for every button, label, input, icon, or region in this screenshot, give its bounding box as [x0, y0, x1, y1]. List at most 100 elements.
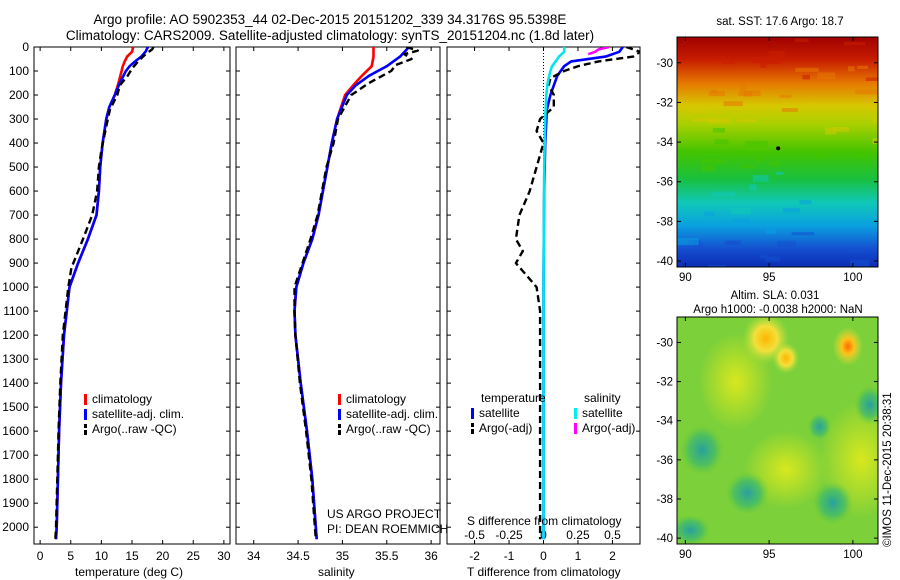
sst-texture: [677, 238, 699, 246]
sst-texture: [736, 118, 757, 123]
sst-texture: [709, 118, 732, 124]
sst-texture: [834, 127, 850, 132]
diff-salinity-legend: salinity satellite Argo(-adj): [574, 391, 635, 436]
sst-texture: [865, 77, 878, 82]
figure-title-line2: Climatology: CARS2009. Satellite-adjuste…: [65, 28, 595, 43]
sst-texture: [777, 240, 796, 247]
sst-texture: [763, 57, 782, 65]
sst-texture: [791, 232, 815, 236]
y-tick-label: 300: [9, 112, 29, 126]
sst-texture: [843, 41, 866, 46]
sst-texture: [752, 175, 769, 182]
copyright-credit: ©IMOS 11-Dec-2015 20:38:31: [882, 392, 894, 547]
sst-texture: [732, 218, 750, 223]
series-group: [54, 47, 155, 540]
sst-texture: [850, 249, 865, 253]
x-tick-label: 2: [609, 549, 616, 563]
x-tick-label: 20: [156, 549, 170, 563]
sla-anomaly: [832, 326, 863, 366]
sst-map-panel: -30 -32 -34 -36 -38 -40 90 95 100: [656, 36, 879, 284]
y-tick-label: 400: [9, 136, 29, 150]
sst-texture: [813, 151, 828, 159]
sla-anomaly: [725, 471, 770, 515]
sst-texture: [731, 207, 752, 215]
sst-texture: [701, 158, 724, 165]
y-tick-label: 1000: [2, 280, 29, 294]
x-tick-label: 100: [843, 272, 862, 284]
sst-texture: [765, 256, 781, 262]
sst-texture: [795, 67, 819, 72]
y-tick-label: 900: [9, 256, 29, 270]
secondary-tick-label: -0.5: [464, 528, 485, 542]
legend-label: climatology: [346, 392, 407, 406]
difference-panel: -2 -1 0 1 2-0.5 -0.25 0 0.25 0.5: [446, 46, 641, 563]
x-tick-label: 0: [540, 549, 547, 563]
sst-texture: [707, 264, 727, 267]
y-tick-label: -34: [656, 416, 673, 428]
map-image: [677, 317, 878, 544]
sst-texture: [875, 247, 878, 254]
series-line-s-satellite: [542, 47, 566, 540]
series-line-s-argo-adj-: [587, 47, 610, 56]
y-tick-label: -36: [656, 177, 673, 189]
sla-map-title2: Argo h1000: -0.0038 h2000: NaN: [693, 304, 863, 316]
sst-map-title: sat. SST: 17.6 Argo: 18.7: [716, 16, 844, 28]
sst-texture: [794, 38, 809, 42]
sst-texture: [708, 91, 725, 97]
sst-texture: [712, 127, 726, 133]
x-tick-label: 90: [679, 272, 692, 284]
sst-texture: [825, 127, 836, 135]
y-tick-label: -30: [656, 337, 673, 349]
figure-title-line1: Argo profile: AO 5902353_44 02-Dec-2015 …: [93, 12, 567, 27]
legend-label: Argo(-adj): [479, 421, 533, 435]
sst-texture: [855, 89, 878, 95]
x-tick-label: 95: [763, 549, 776, 561]
legend-label: satellite-adj. clim.: [92, 407, 185, 421]
y-tick-label: 1100: [3, 304, 29, 318]
secondary-tick-label: 0.5: [604, 528, 621, 542]
y-tick-label: 1800: [2, 472, 29, 486]
salinity-legend: climatology satellite-adj. clim. Argo(..…: [338, 392, 438, 437]
x-tick-label: 100: [843, 549, 862, 561]
series-line-argo-raw-qc-: [54, 47, 155, 540]
sst-texture: [755, 155, 765, 161]
legend-label: Argo(..raw -QC): [346, 422, 431, 436]
y-tick-label: 1500: [2, 400, 29, 414]
y-tick-label: 1900: [2, 496, 29, 510]
sst-texture: [704, 211, 715, 217]
y-tick-label: 500: [9, 160, 29, 174]
y-tick-label: -34: [656, 137, 673, 149]
sst-texture: [715, 139, 729, 145]
sst-texture: [770, 161, 779, 167]
sla-anomaly: [854, 385, 878, 425]
series-line-satellite-adj-clim-: [293, 47, 410, 540]
sst-texture: [677, 149, 695, 153]
y-tick-label: 0: [22, 40, 29, 54]
x-tick-label: 95: [763, 272, 776, 284]
y-tick-label: 1400: [2, 376, 29, 390]
legend-heading: salinity: [584, 391, 621, 405]
sst-texture: [765, 229, 777, 234]
sst-texture: [802, 74, 810, 80]
sst-texture: [694, 242, 704, 248]
sst-texture: [852, 264, 869, 267]
annotation-line: US ARGO PROJECT: [327, 507, 442, 521]
y-tick-label: 1600: [2, 424, 29, 438]
sst-texture: [809, 102, 817, 108]
sst-texture: [749, 184, 757, 191]
series-line-argo-raw-qc-: [293, 47, 419, 540]
sla-map-panel: -30 -32 -34 -36 -38 -40 90 95 100: [656, 316, 879, 561]
temperature-legend: climatology satellite-adj. clim. Argo(..…: [84, 392, 184, 437]
x-tick-label: 90: [679, 549, 692, 561]
x-tick-label: 30: [217, 549, 231, 563]
series-line-climatology: [293, 47, 375, 540]
secondary-tick-label: 0.25: [566, 528, 590, 542]
salinity-annotation: US ARGO PROJECT PI: DEAN ROEMMICH: [327, 507, 448, 537]
x-tick-label: 25: [187, 549, 201, 563]
sst-texture: [689, 108, 707, 113]
y-tick-label: -30: [656, 58, 673, 70]
y-tick-label: -32: [656, 377, 673, 389]
sst-texture: [848, 66, 855, 72]
map-frame: [676, 36, 879, 268]
